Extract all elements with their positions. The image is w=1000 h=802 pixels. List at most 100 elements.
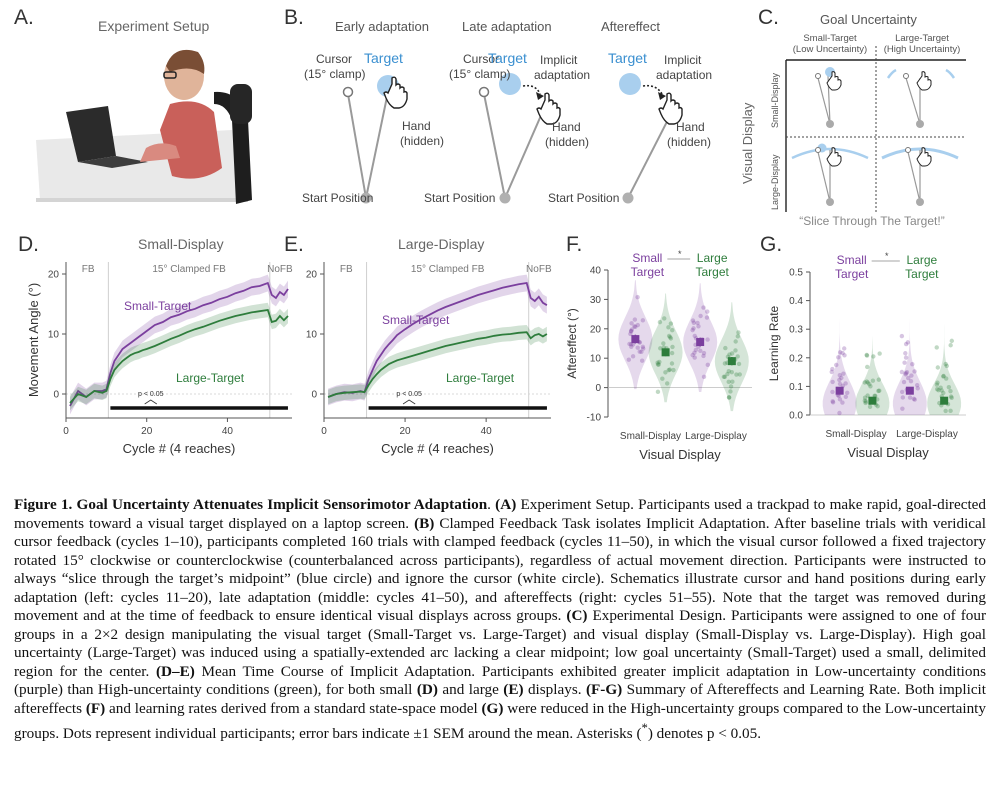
participant-dot (948, 394, 954, 399)
participant-dot (904, 369, 910, 375)
x-tick-label: 20 (400, 426, 412, 437)
participant-dot (830, 399, 835, 404)
chair-icon (214, 84, 252, 204)
participant-dot (949, 395, 954, 401)
caption-panel-ref: (E) (503, 681, 524, 699)
mean-marker (835, 386, 844, 395)
participant-dot (701, 374, 707, 380)
participant-dot (863, 399, 869, 404)
participant-dot (934, 345, 939, 350)
participant-dot (839, 375, 844, 381)
y-tick-label: 0.4 (789, 296, 803, 307)
participant-dot (732, 357, 738, 362)
participant-dot (641, 346, 646, 351)
phase-nofb-label: NoFB (267, 264, 293, 275)
participant-dot (726, 368, 731, 374)
y-tick-label: 0.0 (789, 411, 803, 422)
participant-dot (836, 393, 841, 399)
cursor-label: Cursor (316, 52, 352, 66)
participant-dot (640, 318, 646, 323)
x-tick-label: Large-Display (685, 431, 747, 442)
hand-icon (383, 76, 408, 109)
y-tick-label: 40 (590, 266, 602, 277)
participant-dot (904, 387, 910, 393)
participant-dot (722, 361, 728, 366)
clamp-label: (15° clamp) (449, 67, 510, 81)
participant-dot (830, 400, 836, 405)
participant-dot (725, 371, 730, 377)
participant-dot (695, 320, 700, 326)
participant-dot (915, 386, 920, 391)
participant-dot (830, 379, 835, 385)
caption-text: Clamped Feedback Task isolates Implicit … (14, 514, 986, 625)
participant-dot (693, 336, 699, 341)
violin-shape (714, 302, 749, 412)
participant-dot (729, 351, 735, 356)
phase-early-label: Early adaptation (335, 19, 429, 34)
desk (36, 130, 248, 202)
participant-dot (698, 313, 703, 319)
y-tick-label: 10 (48, 330, 60, 341)
participant-dot (944, 363, 949, 369)
participant-dot (877, 388, 882, 393)
adaptation-label: adaptation (656, 68, 712, 82)
participant-dot (696, 344, 701, 349)
mean-marker (631, 335, 640, 344)
small-target-series-label: Small-Target (124, 299, 192, 313)
participant-dot (941, 374, 946, 379)
participant-dot (670, 344, 675, 350)
participant-dot (875, 404, 880, 409)
y-tick-label: 0 (595, 383, 601, 394)
participant-dot (661, 341, 666, 346)
participant-dot (903, 370, 909, 376)
participant-dot (862, 398, 868, 403)
participant-dot (877, 351, 882, 356)
participant-dot (728, 384, 734, 389)
participant-dot (842, 346, 847, 351)
participant-dot (871, 354, 876, 359)
phase-fb-label: FB (340, 264, 353, 275)
phase-fb-label: FB (82, 264, 95, 275)
visual-display-axis-label: Visual Display (740, 102, 755, 184)
participant-dot (705, 337, 710, 342)
cursor-icon (342, 86, 354, 98)
participant-dot (899, 369, 905, 375)
series-band (328, 325, 547, 405)
participant-dot (632, 324, 637, 329)
participant-dot (637, 340, 643, 345)
pvalue-marker (402, 399, 416, 405)
x-axis-label: Visual Display (639, 447, 721, 462)
participant-dot (939, 403, 944, 408)
person-icon (140, 49, 222, 179)
caption-text: Mean Time Course of Implicit Adaptation.… (14, 662, 986, 699)
small-target-label: Small (837, 253, 867, 267)
start-position-label: Start Position (548, 191, 619, 205)
participant-dot (734, 372, 739, 377)
participant-dot (736, 361, 742, 367)
large-target-series-label: Large-Target (176, 371, 245, 385)
participant-dot (945, 402, 951, 407)
violin-shape (683, 283, 718, 392)
participant-dot (696, 340, 702, 346)
participant-dot (657, 359, 662, 365)
participant-dot (655, 360, 660, 365)
x-axis-label: Visual Display (847, 445, 929, 460)
participant-dot (669, 361, 675, 366)
participant-dot (830, 389, 835, 395)
asterisk-label: * (678, 249, 682, 259)
col-low-uncertainty-label: (Low Uncertainty) (793, 44, 867, 55)
participant-dot (700, 337, 705, 342)
participant-dot (868, 384, 873, 389)
participant-dot (693, 342, 698, 348)
adaptation-label: adaptation (534, 68, 590, 82)
panel-e-title: Large-Display (398, 236, 485, 252)
hidden-label: (hidden) (545, 135, 589, 149)
mean-marker (661, 348, 670, 357)
participant-dot (667, 335, 673, 340)
hand-label: Hand (676, 120, 705, 134)
x-tick-label: 20 (141, 426, 153, 437)
participant-dot (665, 381, 670, 386)
caption-panel-ref: (C) (566, 607, 588, 625)
caption-panel-ref: (F-G) (585, 681, 623, 699)
participant-dot (735, 354, 740, 359)
